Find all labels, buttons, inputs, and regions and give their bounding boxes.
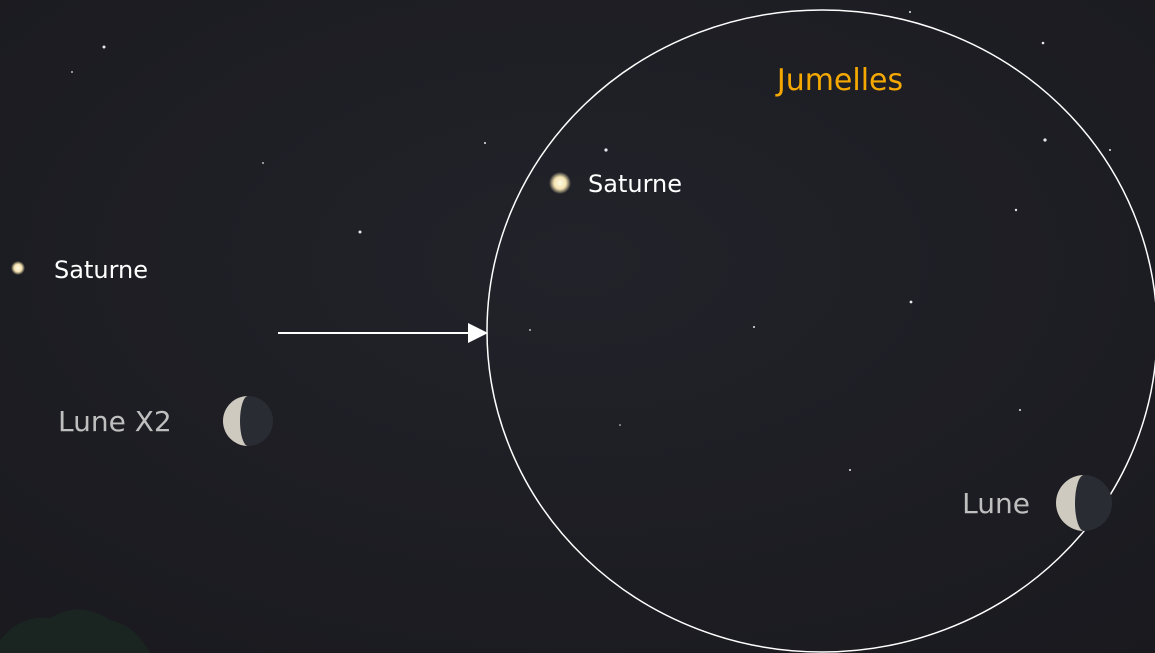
saturn — [549, 172, 571, 194]
star — [910, 301, 913, 304]
binocular-title: Jumelles — [775, 63, 903, 98]
star — [1042, 42, 1045, 45]
star — [604, 148, 607, 151]
star — [529, 329, 531, 331]
moon-label: Lune — [962, 487, 1030, 520]
page: Saturne Lune X2 Jumelles Saturne Lune ((… — [0, 0, 1155, 653]
star — [1109, 149, 1111, 151]
star — [103, 46, 106, 49]
background — [0, 0, 1155, 653]
star — [262, 162, 264, 164]
sky-scene: Saturne Lune X2 Jumelles Saturne Lune — [0, 0, 1155, 653]
star — [849, 469, 851, 471]
saturn — [11, 261, 25, 275]
moon — [223, 396, 273, 446]
star — [1015, 209, 1017, 211]
moon-label: Lune X2 — [58, 405, 172, 438]
star — [753, 326, 755, 328]
star — [359, 231, 362, 234]
moon — [1056, 475, 1112, 531]
saturn-label: Saturne — [54, 256, 148, 284]
star — [1019, 409, 1021, 411]
saturn-label: Saturne — [588, 170, 682, 198]
star — [619, 424, 621, 426]
star — [484, 142, 486, 144]
star — [1043, 138, 1046, 141]
star — [71, 71, 73, 73]
star — [909, 11, 911, 13]
